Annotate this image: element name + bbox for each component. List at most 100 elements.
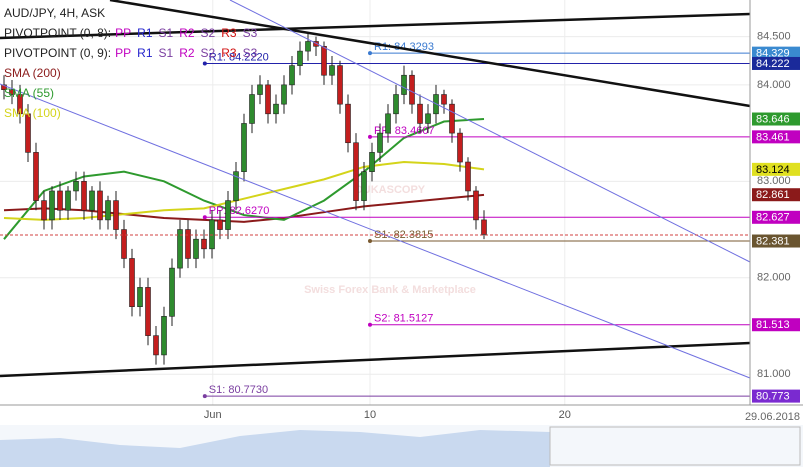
candle-body [153,335,159,356]
pivot-marker [368,51,372,56]
legend-item: R2 [179,46,195,60]
candle-body [185,229,191,259]
candle-body [193,238,199,259]
grid [0,0,750,405]
price-label-box [752,130,800,144]
candle-body [145,287,151,336]
candle-body [217,219,223,230]
watermark-text: Swiss Forex Bank & Marketplace [304,284,476,296]
candle-body [289,65,295,86]
price-label-box [752,56,800,70]
candle-body [257,84,263,95]
candle-body [473,190,479,221]
legend-row: PIVOTPOINT (0, 8): PP R1 S1 R2 S2 R3 S3 [4,26,258,40]
candle-body [297,50,303,66]
candle-body [353,142,359,201]
trendline [109,0,751,108]
candle-body [113,200,119,230]
y-tick-label: 83.000 [757,175,791,187]
legend-item: SMA (100) [4,106,61,120]
date-label: 29.06.2018 [745,411,800,423]
candle-body [49,190,55,221]
candle-body [81,181,87,211]
candle-body [241,123,247,172]
pivot-label: S2: 81.5127 [374,313,433,325]
legend-item: S2 [201,26,216,40]
navigator-area [0,430,550,467]
candle-body [57,190,63,211]
candle-body [329,65,335,76]
legend-item: R2 [179,26,195,40]
pivot-label: PP: 82.6270 [209,205,270,217]
candle-body [441,94,447,105]
y-tick-label: 82.000 [757,272,791,284]
candle-body [393,94,399,115]
candle-body [129,258,135,307]
candle-body [369,152,375,172]
candle-body [465,161,471,192]
y-tick-label: 84.500 [757,31,791,43]
candle-body [361,171,367,201]
price-label: 84.329 [756,48,790,60]
pivot-label: S1: 82.3815 [374,229,433,241]
price-label: 82.627 [756,212,790,224]
candle-body [1,84,7,90]
price-label-box [752,112,800,126]
chart-title: AUD/JPY, 4H, ASK [4,6,105,20]
legend-item: SMA (55) [4,86,54,100]
candle-body [265,84,271,115]
candle-body [249,94,255,124]
legend-item: S2 [201,46,216,60]
price-label: 81.513 [756,319,790,331]
candle-body [161,316,167,356]
price-label: 84.222 [756,58,790,70]
candle-body [9,89,15,95]
trendline [0,12,751,40]
candle-body [281,84,287,105]
candle-body [449,103,455,134]
legend-item: R1 [137,46,153,60]
legend: AUD/JPY, 4H, ASK PIVOTPOINT (0, 8): PP R1 S1… [4,6,258,120]
legend-row: PIVOTPOINT (0, 9): PP R1 S1 R2 S2 R3 S3 [4,46,258,60]
candle-body [401,74,407,95]
price-label-box [752,46,800,60]
legend-item: PP [115,26,131,40]
candle-body [97,190,103,221]
pivot-marker [202,215,207,220]
price-label-box [752,188,800,202]
candle-body [409,74,415,105]
legend-item: R3 [221,26,237,40]
candle-body [377,132,383,153]
price-label-box [752,210,800,224]
y-tick-label: 81.000 [757,368,791,380]
candle-body [73,181,79,192]
trendline [0,341,751,378]
pivot-marker [368,134,372,139]
candle-body [337,65,343,105]
price-label: 83.461 [756,131,790,143]
candle-body [385,113,391,134]
candle-body [65,190,71,211]
navigator-window[interactable] [549,426,801,466]
watermark: DUKASCOPY Swiss Forex Bank & Marketplace [304,184,476,296]
legend-item: S3 [243,26,258,40]
y-tick-label: 84.000 [757,79,791,91]
candle-body [17,94,23,115]
pivot-marker [202,394,207,399]
price-label: 83.646 [756,113,790,125]
legend-item: S3 [243,46,258,60]
candle-body [417,103,423,124]
candle-body [25,113,31,153]
price-label-box [752,389,800,403]
x-tick-label: 10 [364,409,376,421]
channel-line [0,83,751,379]
candle-body [137,287,143,307]
watermark-text: DUKASCOPY [355,184,426,196]
legend-label: PIVOTPOINT (0, 9): [4,46,111,60]
price-label: 80.773 [756,391,790,403]
candle-body [225,200,231,230]
pivot-marker [368,238,372,243]
x-tick-label: Jun [204,409,222,421]
price-axis: 84.500 84.000 83.000 82.000 81.000 84.32984.2… [752,31,800,403]
